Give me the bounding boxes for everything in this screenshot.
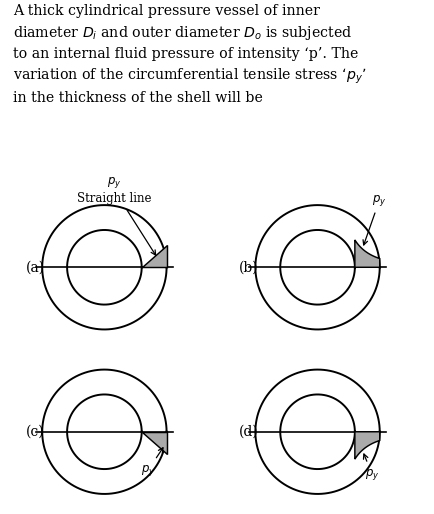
Text: (a): (a) xyxy=(26,260,45,274)
Text: $p_y$
Straight line: $p_y$ Straight line xyxy=(77,175,155,255)
Text: $p_y$: $p_y$ xyxy=(362,193,386,245)
Text: $p_y$: $p_y$ xyxy=(140,448,163,478)
Text: (c): (c) xyxy=(26,425,45,439)
Text: (b): (b) xyxy=(239,260,258,274)
Polygon shape xyxy=(141,245,166,267)
Polygon shape xyxy=(354,240,379,267)
Polygon shape xyxy=(141,432,166,454)
Polygon shape xyxy=(354,432,379,459)
Text: (d): (d) xyxy=(239,425,258,439)
Text: A thick cylindrical pressure vessel of inner
diameter $D_i$ and outer diameter $: A thick cylindrical pressure vessel of i… xyxy=(13,4,366,105)
Text: $p_y$: $p_y$ xyxy=(363,454,378,482)
